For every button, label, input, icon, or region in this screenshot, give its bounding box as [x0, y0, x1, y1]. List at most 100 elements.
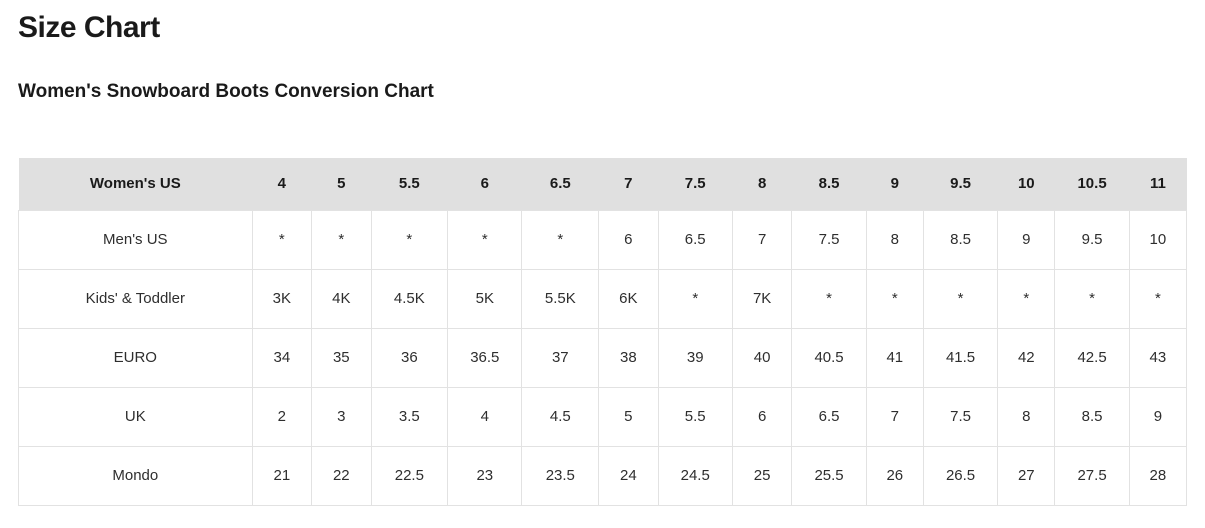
column-header: 10.5 [1054, 158, 1130, 210]
size-cell: 9 [997, 209, 1056, 270]
size-cell: 5.5 [657, 386, 733, 447]
size-cell: 7.5 [922, 386, 999, 447]
table-row: Men's US * * * * * 6 6.5 7 7.5 8 8.5 9 9.5 10 [18, 209, 1188, 270]
size-cell: 40.5 [791, 327, 867, 388]
size-cell: * [791, 268, 867, 329]
size-cell: * [865, 268, 924, 329]
column-header: 9 [866, 158, 924, 210]
size-cell: 27.5 [1054, 445, 1130, 506]
size-cell: 2 [251, 386, 313, 447]
size-cell: * [657, 268, 733, 329]
table-row: Mondo 21 22 22.5 23 23.5 24 24.5 25 25.5 26 26.5 27 2… [18, 445, 1188, 506]
column-header: 5.5 [371, 158, 448, 210]
size-cell: 36 [370, 327, 449, 388]
size-conversion-table: Women's US 4 5 5.5 6 6.5 7 7.5 8 8.5 9 9.5 10 10.5 11 … [18, 158, 1188, 506]
size-cell: 7.5 [791, 209, 867, 270]
size-cell: 4K [311, 268, 372, 329]
row-label: Kids' & Toddler [18, 268, 253, 329]
table-header: Women's US 4 5 5.5 6 6.5 7 7.5 8 8.5 9 9.5 10 10.5 11 [18, 158, 1187, 210]
size-cell: 41.5 [922, 327, 999, 388]
size-cell: 8 [997, 386, 1056, 447]
column-header: 4 [252, 158, 312, 210]
page-title: Size Chart [18, 11, 160, 44]
table-body: Men's US * * * * * 6 6.5 7 7.5 8 8.5 9 9.5 10 Kids' & T… [18, 209, 1188, 506]
size-cell: * [311, 209, 372, 270]
size-cell: 3K [251, 268, 313, 329]
size-cell: 24.5 [657, 445, 733, 506]
size-cell: 37 [521, 327, 600, 388]
size-cell: 25.5 [791, 445, 867, 506]
size-cell: 8 [865, 209, 924, 270]
size-cell: 7 [731, 209, 793, 270]
size-cell: 3.5 [370, 386, 449, 447]
size-cell: 9 [1128, 386, 1188, 447]
size-cell: 7K [731, 268, 793, 329]
size-cell: * [997, 268, 1056, 329]
column-header-womens-us: Women's US [18, 158, 253, 210]
size-cell: 26 [865, 445, 924, 506]
row-label: UK [18, 386, 253, 447]
size-cell: 24 [598, 445, 659, 506]
size-cell: * [521, 209, 600, 270]
table-row: EURO 34 35 36 36.5 37 38 39 40 40.5 41 41.5 42 42.5 43 [18, 327, 1188, 388]
size-cell: 39 [657, 327, 733, 388]
size-cell: 22 [311, 445, 372, 506]
column-header: 9.5 [923, 158, 998, 210]
size-cell: 22.5 [370, 445, 449, 506]
column-header: 11 [1129, 158, 1187, 210]
size-cell: 8.5 [922, 209, 999, 270]
column-header: 7 [598, 158, 659, 210]
size-cell: * [1054, 268, 1130, 329]
size-cell: 43 [1128, 327, 1188, 388]
size-cell: * [1128, 268, 1188, 329]
table-row: Kids' & Toddler 3K 4K 4.5K 5K 5.5K 6K * 7K * * * * * * [18, 268, 1188, 329]
size-cell: 5K [447, 268, 523, 329]
size-cell: 8.5 [1054, 386, 1130, 447]
size-cell: 38 [598, 327, 659, 388]
size-cell: 28 [1128, 445, 1188, 506]
size-cell: 9.5 [1054, 209, 1130, 270]
column-header: 8 [732, 158, 792, 210]
size-cell: 5.5K [521, 268, 600, 329]
size-cell: 21 [251, 445, 313, 506]
size-cell: * [922, 268, 999, 329]
size-cell: 27 [997, 445, 1056, 506]
column-header: 6.5 [521, 158, 599, 210]
size-cell: 36.5 [447, 327, 523, 388]
size-cell: 6 [731, 386, 793, 447]
row-label: Men's US [18, 209, 253, 270]
size-cell: 6.5 [657, 209, 733, 270]
row-label: EURO [18, 327, 253, 388]
row-label: Mondo [18, 445, 253, 506]
column-header: 6 [447, 158, 522, 210]
size-cell: 6K [598, 268, 659, 329]
size-cell: 6 [598, 209, 659, 270]
size-cell: 5 [598, 386, 659, 447]
size-cell: 42 [997, 327, 1056, 388]
size-cell: 10 [1128, 209, 1188, 270]
size-cell: 4.5K [370, 268, 449, 329]
chart-subtitle: Women's Snowboard Boots Conversion Chart [18, 81, 434, 102]
size-cell: 6.5 [791, 386, 867, 447]
size-cell: 26.5 [922, 445, 999, 506]
size-cell: 7 [865, 386, 924, 447]
size-cell: 23.5 [521, 445, 600, 506]
size-cell: 41 [865, 327, 924, 388]
size-cell: 42.5 [1054, 327, 1130, 388]
size-cell: 40 [731, 327, 793, 388]
size-cell: 35 [311, 327, 372, 388]
size-cell: * [447, 209, 523, 270]
table-header-row: Women's US 4 5 5.5 6 6.5 7 7.5 8 8.5 9 9.5 10 10.5 11 [18, 158, 1187, 210]
size-cell: 23 [447, 445, 523, 506]
size-cell: 4.5 [521, 386, 600, 447]
column-header: 10 [997, 158, 1055, 210]
column-header: 7.5 [658, 158, 733, 210]
column-header: 8.5 [791, 158, 867, 210]
size-cell: 25 [731, 445, 793, 506]
size-cell: 3 [311, 386, 372, 447]
size-cell: * [251, 209, 313, 270]
column-header: 5 [311, 158, 372, 210]
table-row: UK 2 3 3.5 4 4.5 5 5.5 6 6.5 7 7.5 8 8.5 9 [18, 386, 1188, 447]
size-cell: 34 [251, 327, 313, 388]
